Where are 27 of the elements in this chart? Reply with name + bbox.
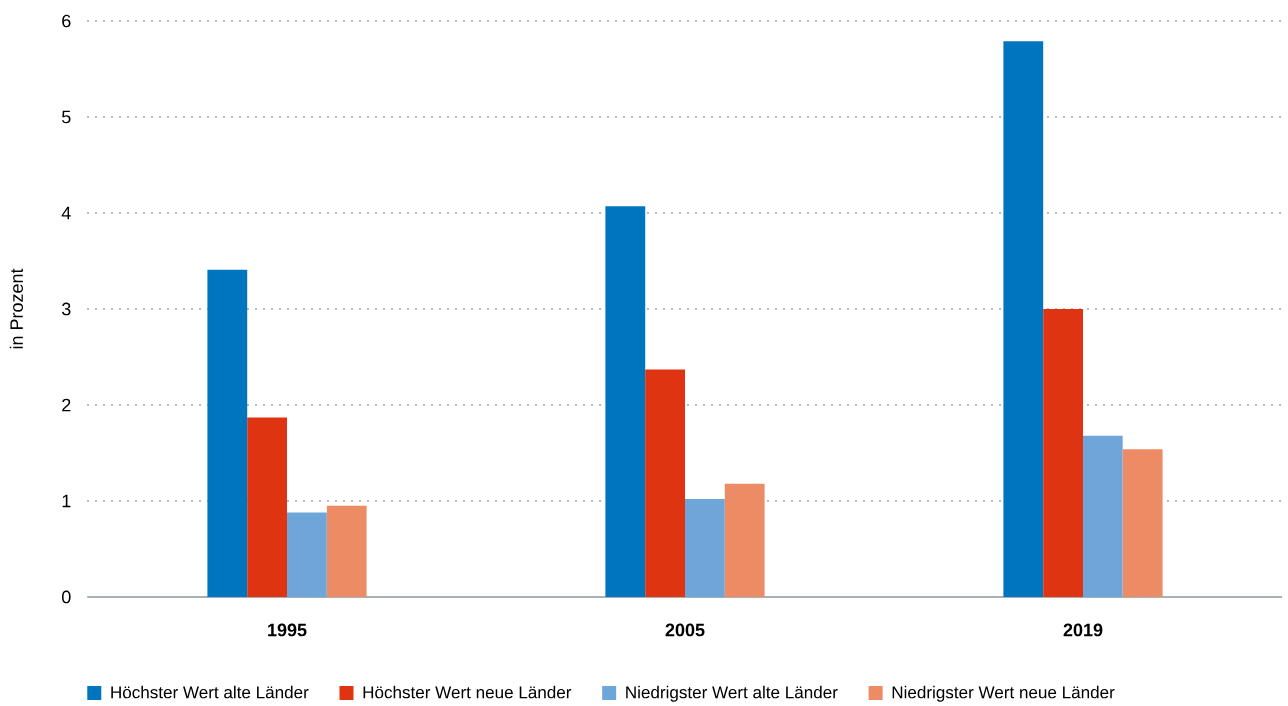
y-tick-label: 2 — [62, 398, 71, 412]
bar — [287, 512, 327, 597]
bar — [247, 417, 288, 597]
bar — [326, 505, 367, 597]
y-tick-label: 1 — [62, 494, 71, 508]
y-tick-label: 3 — [61, 302, 71, 316]
bar — [724, 483, 765, 597]
bar — [685, 499, 725, 597]
legend-label: Höchster Wert alte Länder — [111, 685, 309, 699]
y-tick-label: 0 — [62, 590, 71, 604]
legend-label: Niedrigster Wert neue Länder — [892, 685, 1115, 702]
legend-label: Höchster Wert neue Länder — [363, 685, 572, 699]
legend-label: Niedrigster Wert alte Länder — [626, 685, 838, 702]
bar — [1003, 41, 1044, 597]
bar — [207, 269, 248, 597]
bar — [1043, 308, 1083, 597]
bar — [1083, 435, 1123, 597]
bar — [645, 369, 686, 597]
bar — [605, 206, 646, 597]
x-tick-label: 2019 — [1063, 623, 1103, 637]
y-tick-label: 6 — [62, 14, 71, 28]
x-tick-label: 1995 — [268, 623, 307, 637]
y-tick-label: 4 — [61, 206, 71, 220]
x-tick-label: 2005 — [665, 623, 705, 637]
y-axis-title: in Prozent — [9, 268, 23, 349]
y-tick-label: 5 — [62, 110, 71, 124]
bar — [1122, 449, 1163, 597]
